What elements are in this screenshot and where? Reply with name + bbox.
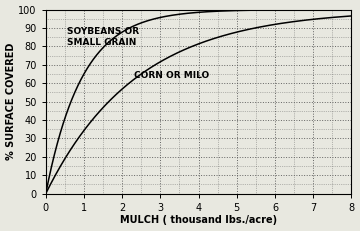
Text: CORN OR MILO: CORN OR MILO xyxy=(134,71,209,80)
Text: SOYBEANS OR
SMALL GRAIN: SOYBEANS OR SMALL GRAIN xyxy=(67,27,139,47)
X-axis label: MULCH ( thousand lbs./acre): MULCH ( thousand lbs./acre) xyxy=(120,216,277,225)
Y-axis label: % SURFACE COVERED: % SURFACE COVERED xyxy=(5,43,15,160)
